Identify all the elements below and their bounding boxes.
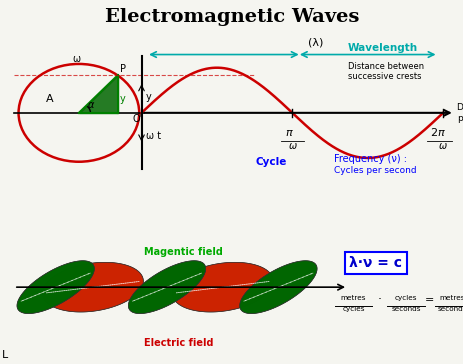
Text: ·: ·: [377, 293, 381, 306]
Polygon shape: [42, 262, 143, 312]
Text: seconds: seconds: [390, 306, 420, 312]
Polygon shape: [239, 261, 316, 313]
Text: y: y: [120, 94, 125, 103]
Polygon shape: [239, 261, 316, 313]
Text: $2\pi$: $2\pi$: [429, 126, 445, 138]
Text: Cycle: Cycle: [255, 158, 286, 167]
Text: cycles: cycles: [394, 295, 416, 301]
Text: Distance between
successive crests: Distance between successive crests: [347, 62, 423, 82]
Polygon shape: [128, 261, 205, 313]
Polygon shape: [42, 262, 143, 312]
Text: Electric field: Electric field: [144, 338, 213, 348]
Polygon shape: [17, 261, 94, 313]
Text: Direction of
propagation: Direction of propagation: [456, 103, 463, 123]
Text: metres: metres: [439, 295, 463, 301]
Polygon shape: [17, 261, 94, 313]
Polygon shape: [172, 262, 273, 312]
Text: Magentic field: Magentic field: [144, 247, 222, 257]
Text: O': O': [132, 114, 142, 124]
Polygon shape: [79, 75, 118, 113]
Text: P: P: [120, 64, 125, 74]
Text: ω t: ω t: [146, 131, 161, 141]
Text: α: α: [87, 100, 94, 110]
Text: $\pi$: $\pi$: [285, 128, 294, 138]
Text: Cycles per second: Cycles per second: [333, 166, 416, 175]
Text: L: L: [2, 350, 8, 360]
Text: Electromagnetic Waves: Electromagnetic Waves: [105, 8, 358, 25]
Text: A: A: [46, 94, 54, 103]
Text: Wavelength: Wavelength: [347, 43, 417, 53]
Text: ω: ω: [72, 54, 80, 64]
Text: $\omega$: $\omega$: [287, 141, 297, 151]
Polygon shape: [172, 262, 273, 312]
Text: seconds: seconds: [437, 306, 463, 312]
Polygon shape: [128, 261, 205, 313]
Text: cycles: cycles: [342, 306, 364, 312]
Text: λ·ν = c: λ·ν = c: [349, 256, 401, 270]
Text: (λ): (λ): [307, 37, 323, 47]
Text: metres: metres: [340, 295, 365, 301]
Text: =: =: [424, 295, 433, 305]
Text: Frequency (ν) :: Frequency (ν) :: [333, 154, 406, 164]
Text: y: y: [145, 92, 150, 102]
Text: $\omega$: $\omega$: [437, 141, 446, 151]
